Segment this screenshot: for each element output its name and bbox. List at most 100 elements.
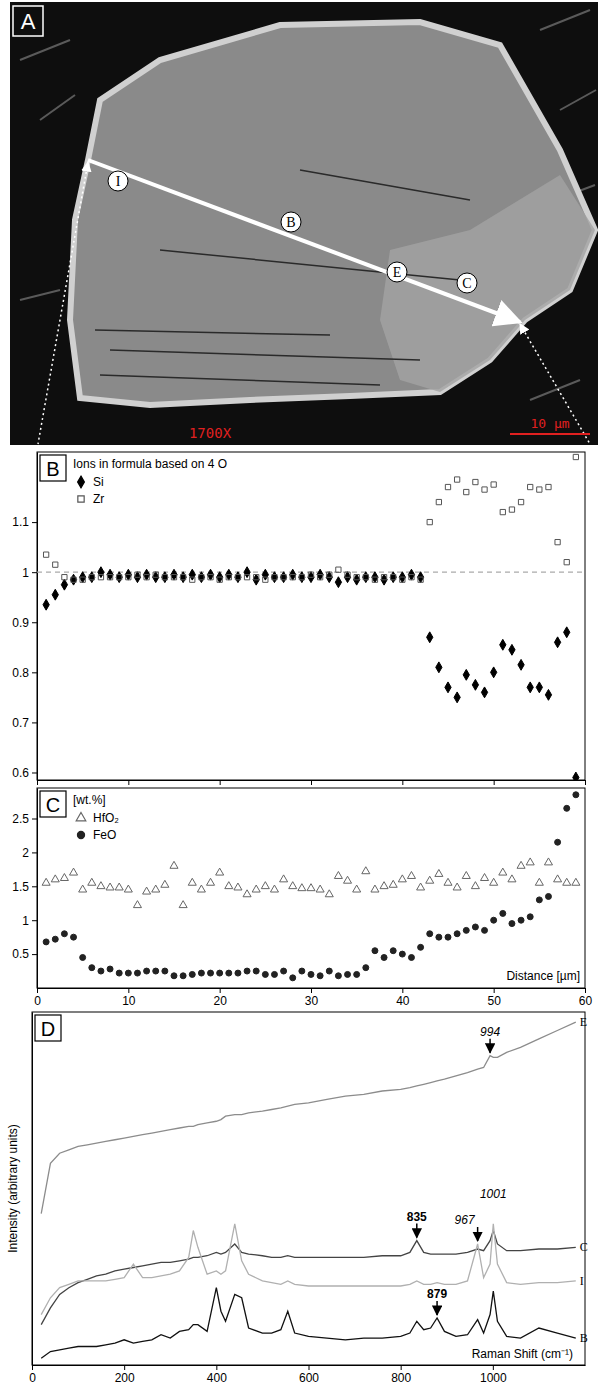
data-point — [290, 575, 295, 580]
data-point — [546, 484, 551, 489]
plot-area — [37, 454, 585, 780]
axis-line — [32, 1013, 33, 1366]
data-point — [491, 667, 497, 678]
data-point — [134, 572, 140, 583]
data-point — [188, 878, 196, 885]
data-point — [190, 577, 195, 582]
tick-mark — [311, 780, 312, 785]
point-marker — [387, 262, 407, 282]
data-point — [380, 882, 388, 889]
data-point — [179, 901, 187, 908]
data-point — [280, 572, 286, 583]
tick-label: 0.8 — [12, 666, 29, 680]
series-label: E — [580, 1015, 587, 1029]
data-point — [254, 575, 259, 580]
data-point — [80, 572, 86, 583]
data-point — [317, 575, 322, 580]
data-point — [363, 575, 368, 580]
data-point — [253, 968, 259, 974]
data-point — [80, 955, 86, 961]
data-point — [189, 971, 195, 977]
data-point — [52, 589, 58, 600]
plot-area — [41, 1022, 576, 1358]
data-point — [445, 934, 451, 940]
tick-mark — [32, 572, 37, 573]
data-point — [62, 575, 67, 580]
legend-marker — [77, 831, 84, 838]
data-point — [116, 572, 122, 583]
data-point — [261, 882, 269, 889]
data-point — [390, 948, 396, 954]
data-point — [124, 885, 132, 892]
tick-mark — [493, 1365, 494, 1370]
data-point — [243, 890, 251, 897]
data-point — [208, 575, 213, 580]
tick-mark — [128, 988, 129, 993]
data-point — [481, 874, 489, 881]
data-point — [60, 874, 68, 881]
tick-mark — [37, 988, 38, 993]
tick-mark — [494, 780, 495, 785]
data-point — [281, 575, 286, 580]
data-point — [235, 572, 241, 583]
data-point — [280, 875, 288, 882]
data-point — [345, 572, 350, 577]
data-point — [472, 679, 478, 690]
tick — [311, 780, 312, 785]
data-point — [235, 575, 240, 580]
tick-mark — [32, 672, 37, 673]
spectrum-line — [41, 1224, 576, 1315]
y-axis-title: [wt.%] — [73, 793, 106, 807]
profile-start-link — [38, 162, 88, 444]
data-point — [535, 878, 543, 885]
tick-label: 10 — [122, 994, 136, 1008]
data-point — [317, 973, 323, 979]
crack — [300, 170, 470, 200]
data-point — [573, 772, 579, 780]
tick-mark — [494, 988, 495, 993]
data-point — [253, 574, 259, 585]
tick-mark — [220, 988, 221, 993]
data-point — [517, 861, 525, 868]
data-point — [144, 575, 149, 580]
data-point — [308, 971, 314, 977]
data-point — [271, 971, 277, 977]
tick-mark — [216, 1365, 217, 1370]
data-point — [555, 539, 560, 544]
data-point — [308, 572, 314, 583]
tick-mark — [32, 852, 37, 853]
tick: 60 — [579, 988, 593, 1008]
data-point — [473, 479, 478, 484]
data-point — [162, 572, 168, 583]
data-point — [463, 669, 469, 680]
data-point — [107, 569, 113, 580]
data-point — [481, 687, 487, 698]
data-point — [217, 572, 223, 583]
panel-letter: A — [21, 9, 36, 34]
data-point — [162, 575, 167, 580]
data-point — [272, 575, 277, 580]
crack — [160, 250, 460, 280]
point-label: C — [462, 276, 471, 291]
data-point — [563, 878, 571, 885]
tick: 0.6 — [12, 766, 37, 780]
data-point — [53, 562, 58, 567]
data-point — [554, 875, 562, 882]
data-point — [143, 887, 151, 894]
grain — [70, 22, 595, 405]
data-point — [71, 934, 77, 940]
data-point — [170, 861, 178, 868]
data-point — [344, 572, 350, 583]
data-point — [445, 484, 450, 489]
data-point — [436, 662, 442, 673]
y-axis — [32, 1013, 33, 1366]
x-axis-title: Raman Shift (cm⁻¹) — [472, 1347, 573, 1361]
data-point — [417, 883, 425, 890]
magnification: 1700X — [189, 425, 232, 441]
legend-label: Zr — [93, 492, 104, 506]
data-point — [270, 885, 278, 892]
tick: 30 — [305, 988, 319, 1008]
data-point — [564, 560, 569, 565]
data-point — [89, 965, 95, 971]
plot-frame — [32, 1012, 585, 1365]
